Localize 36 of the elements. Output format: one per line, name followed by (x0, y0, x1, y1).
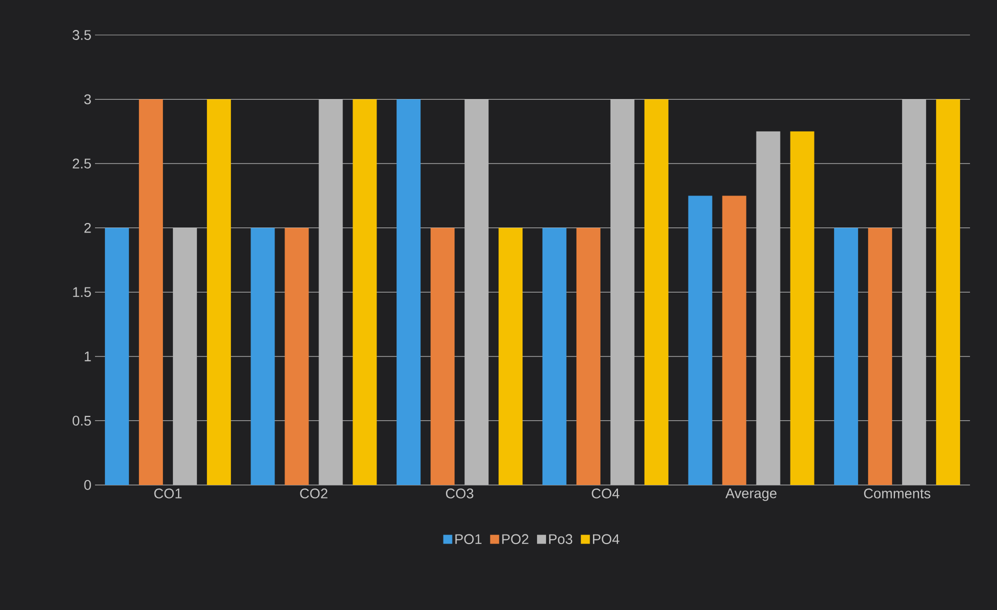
bar (834, 228, 858, 485)
bar (498, 228, 523, 485)
legend-label: Po3 (549, 534, 572, 544)
y-tick-label: 2 (84, 222, 91, 233)
x-tick-label: CO4 (592, 488, 620, 498)
bar (722, 196, 746, 485)
bar (644, 99, 668, 485)
legend-label: PO4 (592, 534, 620, 544)
y-tick-label: 3.5 (72, 30, 91, 40)
y-tick-label: 2.5 (72, 158, 91, 169)
legend-label: PO1 (455, 534, 482, 544)
bar (430, 228, 455, 485)
x-tick-label: CO3 (446, 488, 474, 498)
bar (868, 228, 892, 485)
y-tick-label: 0 (84, 480, 91, 490)
bar (790, 131, 814, 485)
bar (284, 228, 309, 485)
y-tick-label: 0.5 (72, 416, 91, 426)
bar (250, 228, 275, 485)
bar (206, 99, 231, 485)
y-tick-label: 3 (84, 94, 91, 104)
x-tick-label: Comments (864, 488, 930, 498)
y-tick-label: 1 (84, 352, 91, 362)
legend-label: PO2 (502, 534, 528, 544)
bar (936, 99, 960, 485)
bar (138, 99, 163, 485)
x-tick-label: Average (725, 488, 776, 502)
bar (352, 99, 377, 485)
x-tick-label: CO2 (300, 488, 328, 498)
y-tick-label: 1.5 (73, 287, 91, 298)
bar (542, 228, 566, 485)
x-tick-label: CO1 (154, 488, 182, 498)
bar (104, 228, 129, 485)
bar (576, 228, 600, 485)
bar (688, 196, 712, 485)
bar (396, 99, 421, 485)
